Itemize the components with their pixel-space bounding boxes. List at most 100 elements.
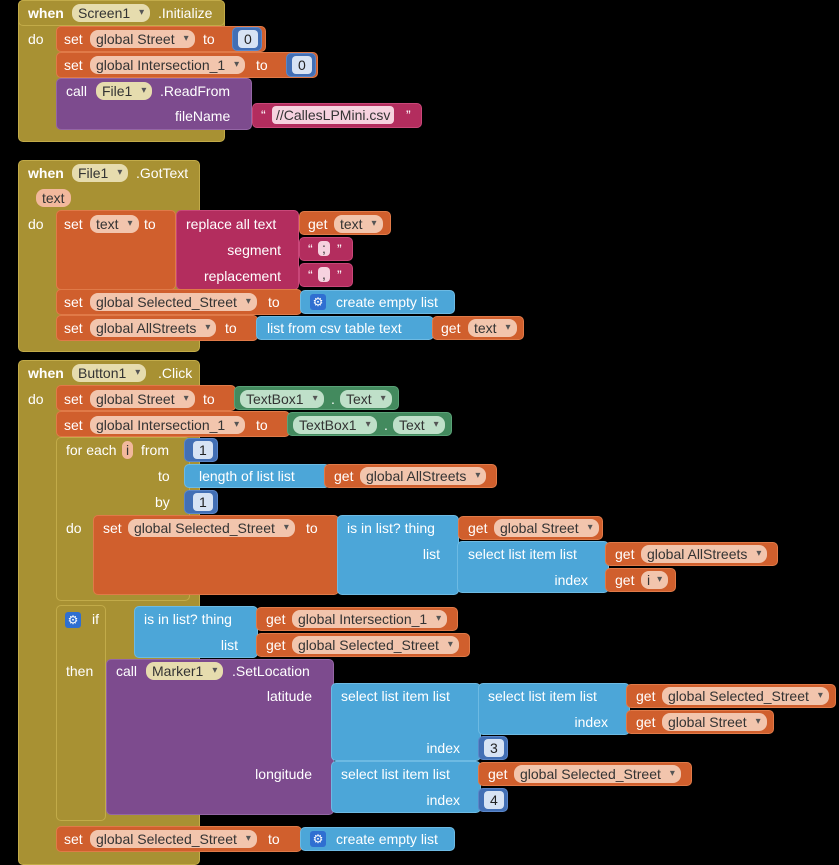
component-dropdown[interactable]: TextBox1 [240,390,324,408]
variable-dropdown[interactable]: global AllStreets [641,545,768,563]
get-label: get [266,611,286,627]
when-label: when [28,365,64,381]
length-of-list-block[interactable] [184,464,330,488]
to-label: to [256,57,268,73]
quote-open: “ [261,107,266,123]
is-in-list-label: is in list? thing [347,520,435,536]
select-list-item-block[interactable] [331,683,481,761]
string-value[interactable]: //CallesLPMini.csv [272,106,395,124]
component-dropdown[interactable]: TextBox1 [293,416,377,434]
string-value[interactable]: , [318,267,330,282]
gear-icon[interactable]: ⚙ [310,294,326,310]
list-from-csv-block[interactable] [256,316,434,340]
variable-dropdown[interactable]: text [334,215,383,233]
component-dropdown[interactable]: Screen1 [72,4,151,22]
variable-dropdown[interactable]: global Selected_Street [662,687,829,705]
event-param[interactable]: text [36,189,71,207]
get-label: get [308,216,328,232]
quote-close: ” [406,107,411,123]
select-label: select list item list [341,766,450,782]
to-label: to [203,391,215,407]
get-label: get [334,468,354,484]
variable-dropdown[interactable]: global Street [90,30,195,48]
by-label: by [155,494,170,510]
get-label: get [636,714,656,730]
set-label: set [64,831,83,847]
then-label: then [66,663,94,679]
call-block[interactable] [106,659,334,815]
to-label: to [144,216,156,232]
variable-dropdown[interactable]: global Selected_Street [514,765,681,783]
select-list-item-block[interactable] [331,761,481,813]
replace-all-block[interactable] [176,210,299,290]
set-label: set [64,294,83,310]
length-label: length of list list [199,468,295,484]
is-in-list-block[interactable] [134,606,258,658]
do-label: do [28,216,44,232]
variable-dropdown[interactable]: global Intersection_1 [90,416,246,434]
get-label: get [468,520,488,536]
component-dropdown[interactable]: File1 [96,82,153,100]
string-value[interactable]: ; [318,241,330,256]
variable-dropdown[interactable]: global Selected_Street [90,830,257,848]
get-label: get [488,766,508,782]
variable-dropdown[interactable]: global Intersection_1 [292,610,448,628]
set-label: set [64,417,83,433]
number-value[interactable]: 1 [193,441,213,459]
do-label: do [66,520,82,536]
csv-label: list from csv table text [267,320,402,336]
variable-dropdown[interactable]: global Selected_Street [90,293,257,311]
list-label: list [422,546,440,562]
variable-dropdown[interactable]: global Street [662,713,767,731]
variable-dropdown[interactable]: global AllStreets [90,319,217,337]
method-name: .ReadFrom [160,83,231,99]
number-value[interactable]: 0 [292,56,312,74]
dot-label: . [384,417,388,433]
call-label: call [66,83,88,99]
property-dropdown[interactable]: Text [393,416,445,434]
select-label: select list item list [341,688,450,704]
component-dropdown[interactable]: Button1 [72,364,147,382]
component-dropdown[interactable]: Marker1 [146,662,224,680]
call-block[interactable] [56,78,252,130]
property-dropdown[interactable]: Text [340,390,392,408]
create-empty-list-label: create empty list [336,831,438,847]
event-name: .Initialize [158,5,213,21]
quote-open: “ [308,267,313,283]
for-each-label: for each [66,442,117,458]
set-label: set [64,57,83,73]
create-empty-list-label: create empty list [336,294,438,310]
get-label: get [636,688,656,704]
variable-dropdown[interactable]: text [468,319,517,337]
variable-dropdown[interactable]: global Selected_Street [128,519,295,537]
is-in-list-block[interactable] [337,515,459,595]
number-value[interactable]: 0 [238,30,258,48]
gear-icon[interactable]: ⚙ [310,831,326,847]
index-label: index [426,740,460,756]
variable-dropdown[interactable]: global Selected_Street [292,636,459,654]
select-label: select list item list [488,688,597,704]
variable-dropdown[interactable]: global Street [494,519,599,537]
number-value[interactable]: 4 [484,791,504,809]
segment-label: segment [227,242,281,258]
variable-dropdown[interactable]: text [90,215,139,233]
number-value[interactable]: 3 [484,739,504,757]
component-dropdown[interactable]: File1 [72,164,129,182]
select-list-item-block[interactable] [457,541,609,593]
if-block[interactable] [56,605,106,821]
event-name: .Click [158,365,193,381]
gear-icon[interactable]: ⚙ [65,612,81,628]
to-label: to [203,31,215,47]
when-label: when [28,165,64,181]
loop-variable[interactable]: i [122,441,134,459]
select-list-item-block[interactable] [478,683,630,735]
variable-dropdown[interactable]: global Street [90,390,195,408]
variable-dropdown[interactable]: global AllStreets [360,467,487,485]
variable-dropdown[interactable]: global Intersection_1 [90,56,246,74]
set-label: set [64,320,83,336]
replacement-label: replacement [203,268,281,284]
index-label: index [554,572,588,588]
variable-dropdown[interactable]: i [641,571,669,589]
number-value[interactable]: 1 [193,493,213,511]
get-label: get [441,320,461,336]
